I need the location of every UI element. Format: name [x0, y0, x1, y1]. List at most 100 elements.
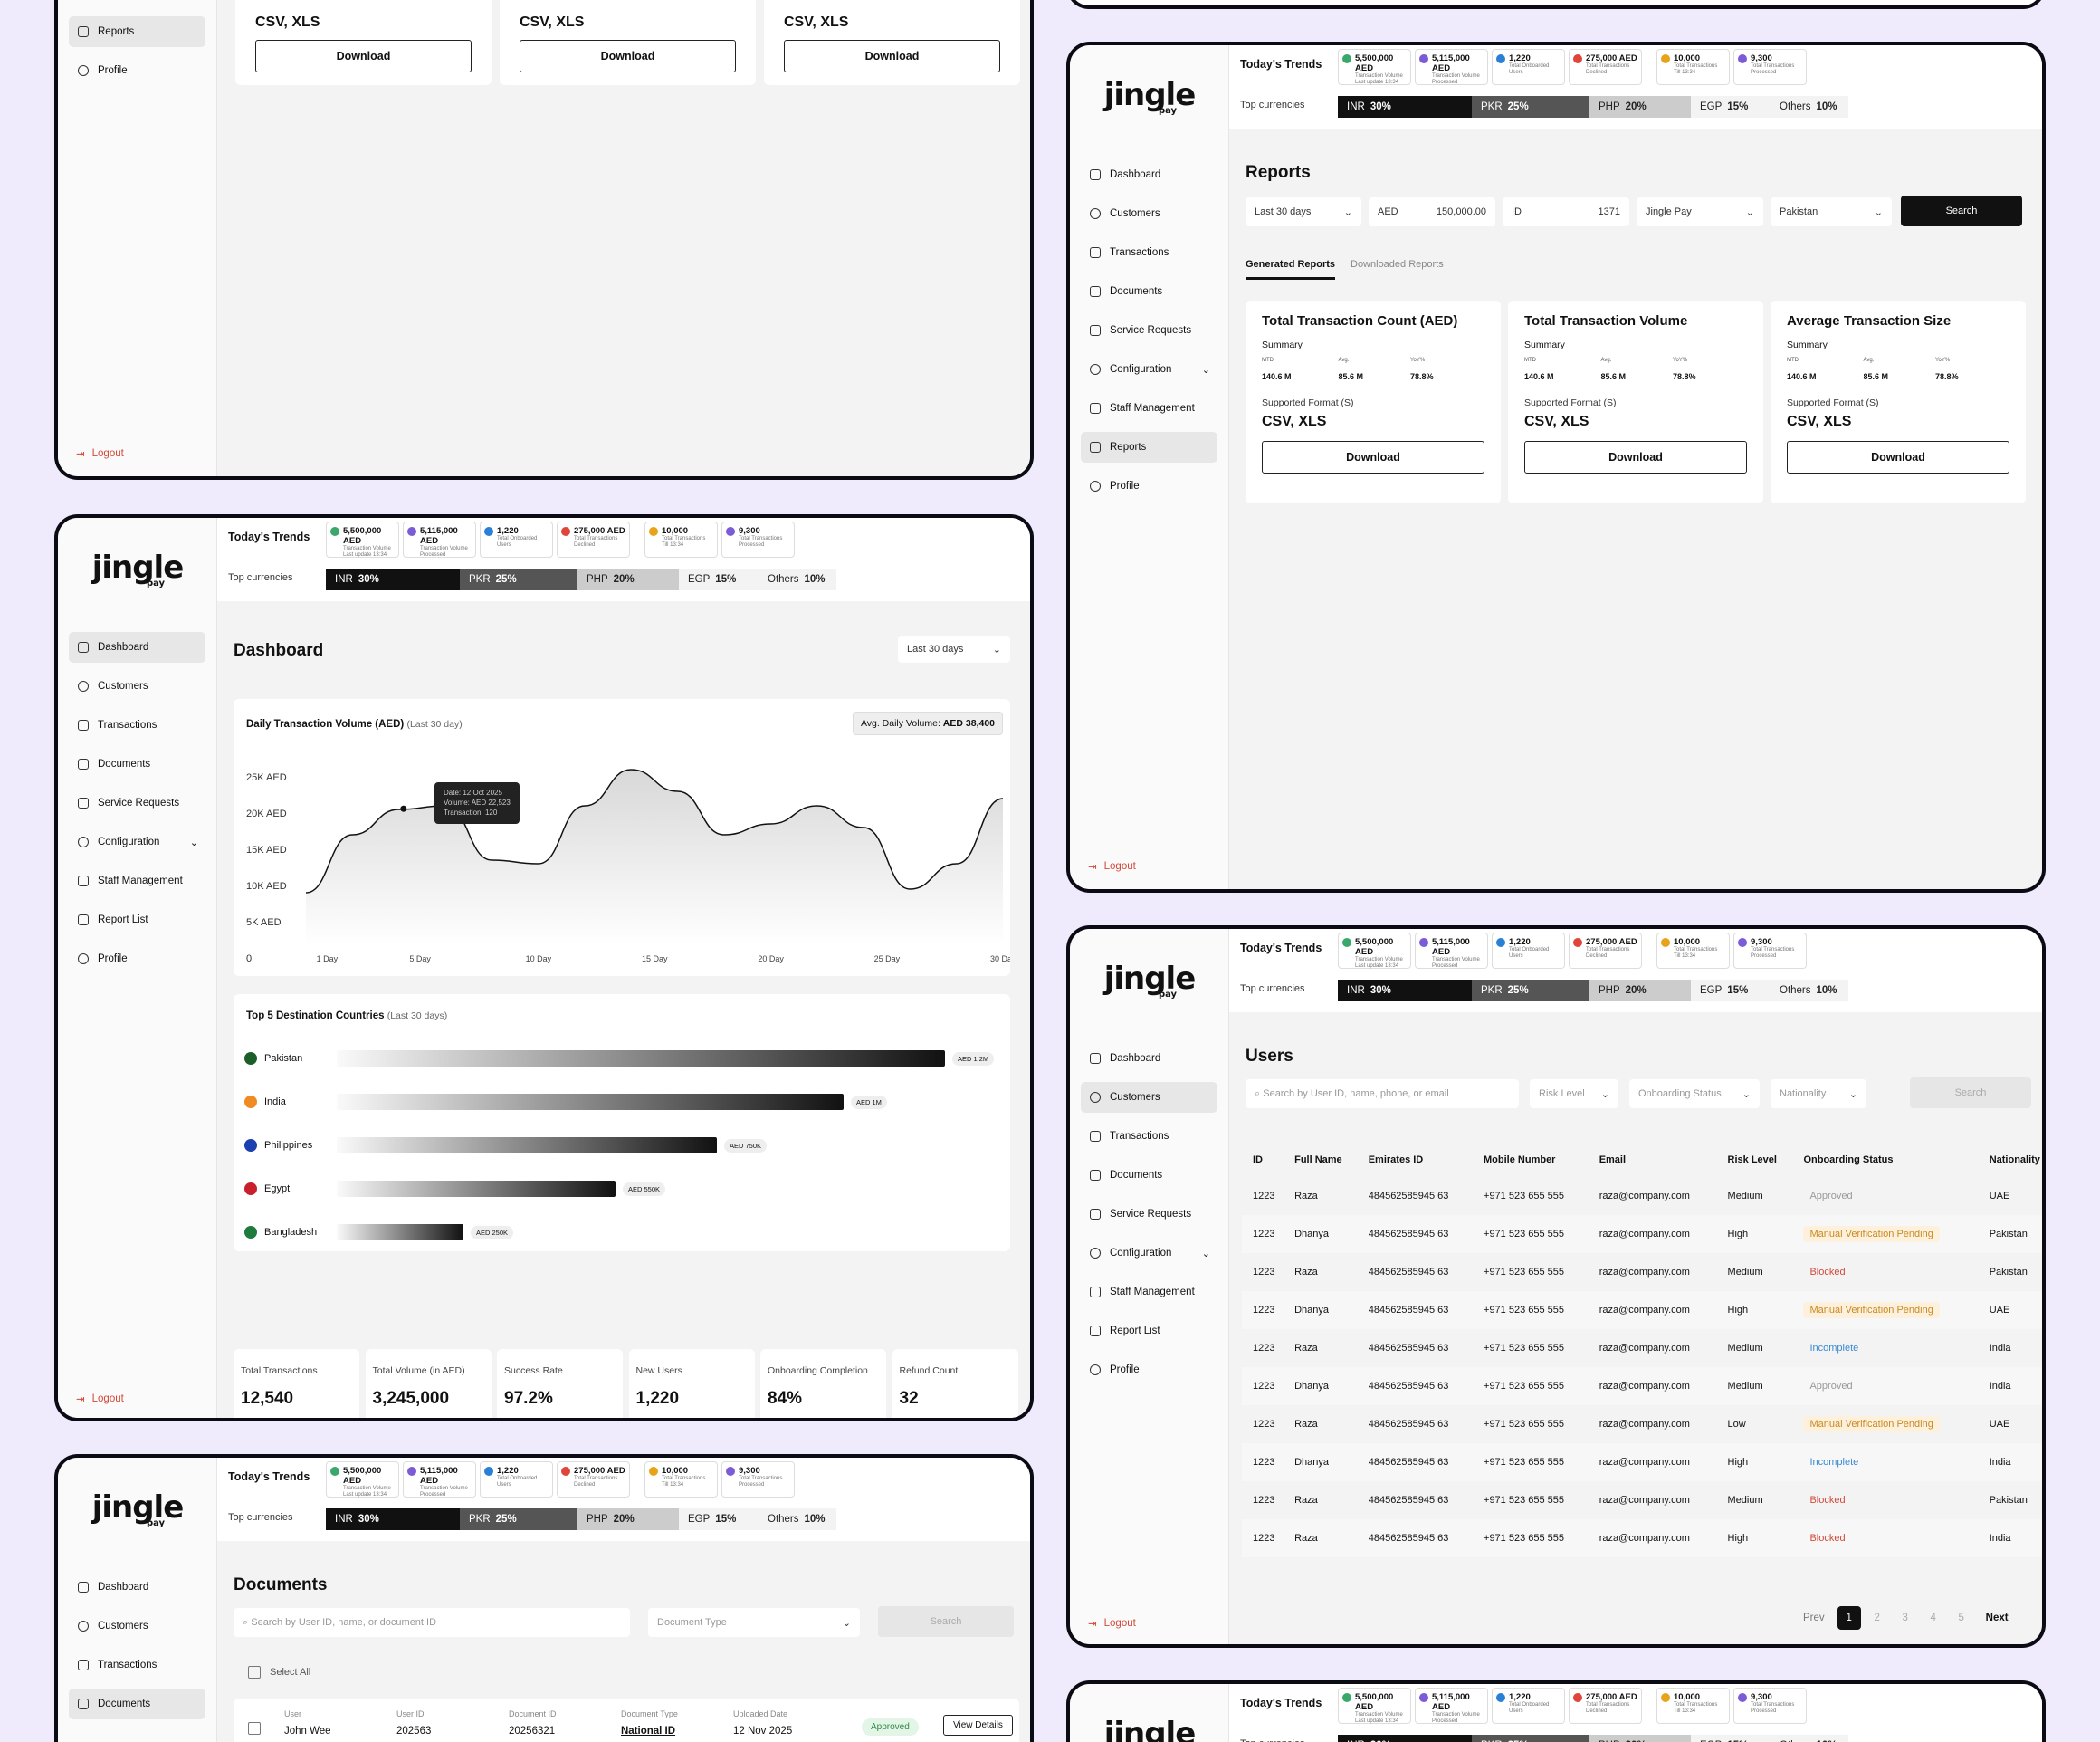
- table-row[interactable]: 1223 Raza 484562585945 63 +971 523 655 555 r…: [1242, 1519, 2042, 1557]
- select-all[interactable]: Select All: [248, 1666, 310, 1679]
- page-button[interactable]: 3: [1902, 1613, 1908, 1623]
- trend-chip: 5,500,000 AED Transaction Volume Last upda…: [326, 1461, 399, 1498]
- download-button[interactable]: Download: [1524, 441, 1747, 474]
- sidebar-item-transactions[interactable]: Transactions: [1081, 1121, 1217, 1152]
- risk-select[interactable]: Risk Level ⌄: [1530, 1079, 1618, 1108]
- table-row[interactable]: 1223 Dhanya 484562585945 63 +971 523 655 55…: [1242, 1291, 2042, 1329]
- sidebar-item-dashboard[interactable]: Dashboard: [1081, 159, 1217, 190]
- provider-select[interactable]: Jingle Pay ⌄: [1637, 197, 1763, 226]
- sidebar-item-report-list[interactable]: Report List: [1081, 1316, 1217, 1346]
- sidebar-item-customers[interactable]: Customers: [69, 1611, 205, 1642]
- sidebar-item-documents[interactable]: Documents: [1081, 1160, 1217, 1191]
- document-type-select[interactable]: Document Type ⌄: [648, 1608, 860, 1637]
- search-button[interactable]: Search: [1910, 1077, 2031, 1108]
- logout-button[interactable]: ⇥ Logout: [76, 1393, 124, 1405]
- onboarding-select[interactable]: Onboarding Status ⌄: [1629, 1079, 1760, 1108]
- sidebar-item-profile[interactable]: Profile: [1081, 1354, 1217, 1385]
- column-header[interactable]: Email: [1599, 1154, 1627, 1165]
- search-icon: ⌕: [243, 1616, 249, 1628]
- column-header[interactable]: Full Name: [1294, 1154, 1342, 1165]
- table-row[interactable]: 1223 Raza 484562585945 63 +971 523 655 555 r…: [1242, 1481, 2042, 1519]
- tab-downloaded-reports[interactable]: Downloaded Reports: [1351, 259, 1444, 270]
- sidebar-item-documents[interactable]: Documents: [1081, 276, 1217, 307]
- sidebar-item-label: Customers: [98, 681, 148, 692]
- sidebar-item-customers[interactable]: Customers: [69, 671, 205, 702]
- sidebar-item-transactions[interactable]: Transactions: [69, 710, 205, 741]
- tab-generated-reports[interactable]: Generated Reports: [1246, 259, 1336, 280]
- column-header[interactable]: Mobile Number: [1484, 1154, 1556, 1165]
- download-button[interactable]: Download: [1262, 441, 1484, 474]
- sidebar-item-configuration[interactable]: Configuration ⌄: [1081, 354, 1217, 385]
- sidebar-item-reports[interactable]: Reports: [1081, 432, 1217, 463]
- sidebar-item-documents[interactable]: Documents: [69, 1689, 205, 1719]
- checkbox[interactable]: [248, 1666, 261, 1679]
- sidebar-item-profile[interactable]: Profile: [69, 55, 205, 86]
- page-button[interactable]: 4: [1930, 1613, 1936, 1623]
- kpi-value: 12,540: [241, 1389, 294, 1408]
- sidebar-item-transactions[interactable]: Transactions: [69, 1650, 205, 1680]
- sidebar-item-staff[interactable]: Staff Management: [69, 866, 205, 896]
- view-details-button[interactable]: View Details: [943, 1715, 1013, 1736]
- sidebar-item-label: Transactions: [1110, 1131, 1169, 1142]
- sidebar-item-staff[interactable]: Staff Management: [1081, 393, 1217, 424]
- sidebar-item-staff[interactable]: Staff Management: [1081, 1277, 1217, 1307]
- table-row[interactable]: 1223 Raza 484562585945 63 +971 523 655 555 r…: [1242, 1329, 2042, 1367]
- home-icon: [1090, 1053, 1101, 1064]
- prev-button[interactable]: Prev: [1803, 1613, 1825, 1623]
- search-button[interactable]: Search: [1901, 196, 2022, 226]
- sidebar-item-profile[interactable]: Profile: [1081, 471, 1217, 502]
- table-row[interactable]: 1223 Dhanya 484562585945 63 +971 523 655 55…: [1242, 1367, 2042, 1405]
- checkbox[interactable]: [248, 1722, 261, 1735]
- amount-field[interactable]: AED 150,000.00: [1369, 197, 1495, 226]
- page-button[interactable]: 1: [1837, 1606, 1861, 1630]
- country-select[interactable]: Pakistan ⌄: [1771, 197, 1892, 226]
- nationality-select[interactable]: Nationality ⌄: [1771, 1079, 1866, 1108]
- sidebar-item-configuration[interactable]: Configuration ⌄: [69, 827, 205, 857]
- sidebar-item-report-list[interactable]: Report List: [69, 904, 205, 935]
- sidebar-item-customers[interactable]: Customers: [1081, 198, 1217, 229]
- chart-tooltip: Date: 12 Oct 2025 Volume: AED 22,523 Trans…: [434, 782, 520, 824]
- sidebar-item-service-requests[interactable]: Service Requests: [1081, 1199, 1217, 1230]
- sidebar-item-service-requests[interactable]: Service Requests: [69, 788, 205, 818]
- sidebar-item-service-requests[interactable]: Service Requests: [1081, 315, 1217, 346]
- download-button[interactable]: Download: [1787, 441, 2009, 474]
- sidebar-item-configuration[interactable]: Configuration ⌄: [1081, 1238, 1217, 1268]
- column-header[interactable]: Onboarding Status: [1803, 1154, 1894, 1165]
- column-header[interactable]: Emirates ID: [1368, 1154, 1424, 1165]
- column-header[interactable]: ID: [1253, 1154, 1263, 1165]
- download-button[interactable]: Download: [255, 40, 472, 72]
- trend-dot-icon: [1342, 1693, 1351, 1702]
- sidebar-item-dashboard[interactable]: Dashboard: [69, 632, 205, 663]
- table-row[interactable]: 1223 Raza 484562585945 63 +971 523 655 555 r…: [1242, 1177, 2042, 1215]
- next-button[interactable]: Next: [1985, 1613, 2009, 1623]
- logout-button[interactable]: ⇥ Logout: [76, 447, 124, 460]
- sidebar-item-profile[interactable]: Profile: [69, 943, 205, 974]
- logout-button[interactable]: ⇥ Logout: [1088, 1617, 1136, 1630]
- search-input[interactable]: ⌕ Search by User ID, name, or document I…: [234, 1608, 630, 1637]
- page-button[interactable]: 5: [1958, 1613, 1964, 1623]
- table-row[interactable]: 1223 Raza 484562585945 63 +971 523 655 555 r…: [1242, 1253, 2042, 1291]
- sidebar-item-transactions[interactable]: Transactions: [1081, 237, 1217, 268]
- sidebar-item-dashboard[interactable]: Dashboard: [69, 1572, 205, 1603]
- sidebar-item-documents[interactable]: Documents: [69, 749, 205, 780]
- id-field[interactable]: ID 1371: [1503, 197, 1629, 226]
- search-button[interactable]: Search: [878, 1606, 1014, 1637]
- sidebar-item-dashboard[interactable]: Dashboard: [1081, 1043, 1217, 1074]
- sidebar-item-reports[interactable]: Reports: [69, 16, 205, 47]
- column-header[interactable]: Nationality: [1989, 1154, 2040, 1165]
- column-header[interactable]: Risk Level: [1727, 1154, 1777, 1165]
- download-button[interactable]: Download: [784, 40, 1000, 72]
- period-select[interactable]: Last 30 days ⌄: [1246, 197, 1361, 226]
- download-button[interactable]: Download: [520, 40, 736, 72]
- country-row: Pakistan AED 1.2M: [244, 1050, 995, 1067]
- table-row[interactable]: 1223 Dhanya 484562585945 63 +971 523 655 55…: [1242, 1215, 2042, 1253]
- table-row[interactable]: 1223 Raza 484562585945 63 +971 523 655 555 r…: [1242, 1405, 2042, 1443]
- table-cell: 1223: [1242, 1215, 1284, 1253]
- period-select[interactable]: Last 30 days ⌄: [898, 636, 1010, 663]
- search-input[interactable]: ⌕ Search by User ID, name, phone, or ema…: [1246, 1079, 1519, 1108]
- users-icon: [1090, 208, 1101, 219]
- table-row[interactable]: 1223 Dhanya 484562585945 63 +971 523 655 55…: [1242, 1443, 2042, 1481]
- sidebar-item-customers[interactable]: Customers: [1081, 1082, 1217, 1113]
- page-button[interactable]: 2: [1874, 1613, 1880, 1623]
- logout-button[interactable]: ⇥ Logout: [1088, 860, 1136, 873]
